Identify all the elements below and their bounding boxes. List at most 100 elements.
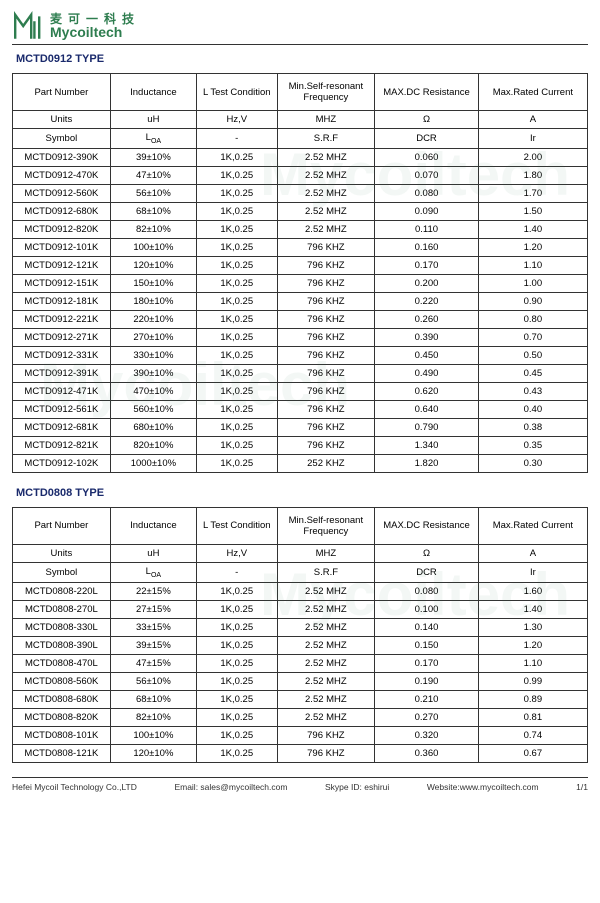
unit-cell: uH [110, 111, 196, 129]
cell-srf: 796 KHZ [277, 328, 375, 346]
cell-ir: 0.74 [478, 726, 587, 744]
unit-cell: A [478, 111, 587, 129]
cell-condition: 1K,0.25 [197, 292, 278, 310]
cell-ir: 0.70 [478, 328, 587, 346]
col-ir: Max.Rated Current [478, 74, 587, 111]
table-row: MCTD0808-560K56±10%1K,0.252.52 MHZ0.1900… [13, 672, 588, 690]
cell-ir: 0.38 [478, 418, 587, 436]
cell-ir: 1.60 [478, 582, 587, 600]
cell-part-number: MCTD0912-391K [13, 364, 111, 382]
cell-ir: 1.80 [478, 166, 587, 184]
cell-inductance: 1000±10% [110, 454, 196, 472]
cell-part-number: MCTD0912-181K [13, 292, 111, 310]
cell-srf: 796 KHZ [277, 256, 375, 274]
cell-ir: 0.99 [478, 672, 587, 690]
table-header-row: Part Number Inductance L Test Condition … [13, 74, 588, 111]
cell-condition: 1K,0.25 [197, 726, 278, 744]
table-row: MCTD0912-102K1000±10%1K,0.25252 KHZ1.820… [13, 454, 588, 472]
symbol-row: SymbolLOA-S.R.FDCRIr [13, 562, 588, 582]
cell-part-number: MCTD0912-102K [13, 454, 111, 472]
cell-inductance: 47±15% [110, 654, 196, 672]
col-part-number: Part Number [13, 507, 111, 544]
units-label: Units [13, 544, 111, 562]
cell-ir: 1.00 [478, 274, 587, 292]
cell-ir: 1.70 [478, 184, 587, 202]
table-row: MCTD0808-470L47±15%1K,0.252.52 MHZ0.1701… [13, 654, 588, 672]
symbol-cell: DCR [375, 129, 479, 149]
cell-inductance: 820±10% [110, 436, 196, 454]
table-row: MCTD0808-330L33±15%1K,0.252.52 MHZ0.1401… [13, 618, 588, 636]
cell-inductance: 150±10% [110, 274, 196, 292]
cell-dcr: 0.170 [375, 654, 479, 672]
cell-srf: 2.52 MHZ [277, 600, 375, 618]
cell-inductance: 100±10% [110, 238, 196, 256]
table-row: MCTD0912-391K390±10%1K,0.25796 KHZ0.4900… [13, 364, 588, 382]
cell-srf: 2.52 MHZ [277, 690, 375, 708]
cell-ir: 0.89 [478, 690, 587, 708]
cell-dcr: 0.320 [375, 726, 479, 744]
cell-srf: 796 KHZ [277, 400, 375, 418]
cell-dcr: 0.170 [375, 256, 479, 274]
cell-condition: 1K,0.25 [197, 600, 278, 618]
table-mctd0808: Part Number Inductance L Test Condition … [12, 507, 588, 763]
cell-dcr: 0.450 [375, 346, 479, 364]
cell-dcr: 0.080 [375, 582, 479, 600]
col-srf: Min.Self-resonant Frequency [277, 74, 375, 111]
cell-part-number: MCTD0912-331K [13, 346, 111, 364]
cell-dcr: 0.200 [375, 274, 479, 292]
cell-condition: 1K,0.25 [197, 708, 278, 726]
cell-ir: 0.40 [478, 400, 587, 418]
cell-ir: 2.00 [478, 148, 587, 166]
table-row: MCTD0808-220L22±15%1K,0.252.52 MHZ0.0801… [13, 582, 588, 600]
cell-inductance: 560±10% [110, 400, 196, 418]
cell-srf: 796 KHZ [277, 744, 375, 762]
cell-srf: 796 KHZ [277, 382, 375, 400]
cell-part-number: MCTD0808-390L [13, 636, 111, 654]
table-row: MCTD0912-181K180±10%1K,0.25796 KHZ0.2200… [13, 292, 588, 310]
table-row: MCTD0912-471K470±10%1K,0.25796 KHZ0.6200… [13, 382, 588, 400]
cell-srf: 796 KHZ [277, 292, 375, 310]
cell-srf: 796 KHZ [277, 726, 375, 744]
cell-dcr: 0.070 [375, 166, 479, 184]
cell-dcr: 0.220 [375, 292, 479, 310]
cell-ir: 1.10 [478, 654, 587, 672]
cell-condition: 1K,0.25 [197, 328, 278, 346]
cell-ir: 0.35 [478, 436, 587, 454]
cell-part-number: MCTD0808-680K [13, 690, 111, 708]
col-inductance: Inductance [110, 507, 196, 544]
cell-dcr: 0.390 [375, 328, 479, 346]
cell-dcr: 0.360 [375, 744, 479, 762]
cell-condition: 1K,0.25 [197, 346, 278, 364]
cell-dcr: 1.820 [375, 454, 479, 472]
cell-condition: 1K,0.25 [197, 274, 278, 292]
cell-inductance: 68±10% [110, 202, 196, 220]
table-row: MCTD0808-270L27±15%1K,0.252.52 MHZ0.1001… [13, 600, 588, 618]
table-row: MCTD0912-121K120±10%1K,0.25796 KHZ0.1701… [13, 256, 588, 274]
cell-condition: 1K,0.25 [197, 582, 278, 600]
cell-part-number: MCTD0808-101K [13, 726, 111, 744]
cell-dcr: 0.080 [375, 184, 479, 202]
symbol-row: SymbolLOA-S.R.FDCRIr [13, 129, 588, 149]
symbol-label: Symbol [13, 562, 111, 582]
cell-part-number: MCTD0808-330L [13, 618, 111, 636]
cell-part-number: MCTD0808-270L [13, 600, 111, 618]
symbol-cell: - [197, 129, 278, 149]
unit-cell: Hz,V [197, 544, 278, 562]
cell-ir: 0.81 [478, 708, 587, 726]
unit-cell: Hz,V [197, 111, 278, 129]
cell-inductance: 39±15% [110, 636, 196, 654]
cell-inductance: 82±10% [110, 708, 196, 726]
cell-dcr: 0.190 [375, 672, 479, 690]
cell-srf: 796 KHZ [277, 310, 375, 328]
table-row: MCTD0912-470K47±10%1K,0.252.52 MHZ0.0701… [13, 166, 588, 184]
section-title-0912: MCTD0912 TYPE [16, 53, 588, 65]
cell-srf: 2.52 MHZ [277, 166, 375, 184]
cell-part-number: MCTD0912-221K [13, 310, 111, 328]
symbol-cell: LOA [110, 562, 196, 582]
units-label: Units [13, 111, 111, 129]
cell-condition: 1K,0.25 [197, 166, 278, 184]
cell-inductance: 680±10% [110, 418, 196, 436]
units-row: UnitsuHHz,VMHZΩA [13, 544, 588, 562]
cell-part-number: MCTD0912-101K [13, 238, 111, 256]
cell-inductance: 56±10% [110, 184, 196, 202]
